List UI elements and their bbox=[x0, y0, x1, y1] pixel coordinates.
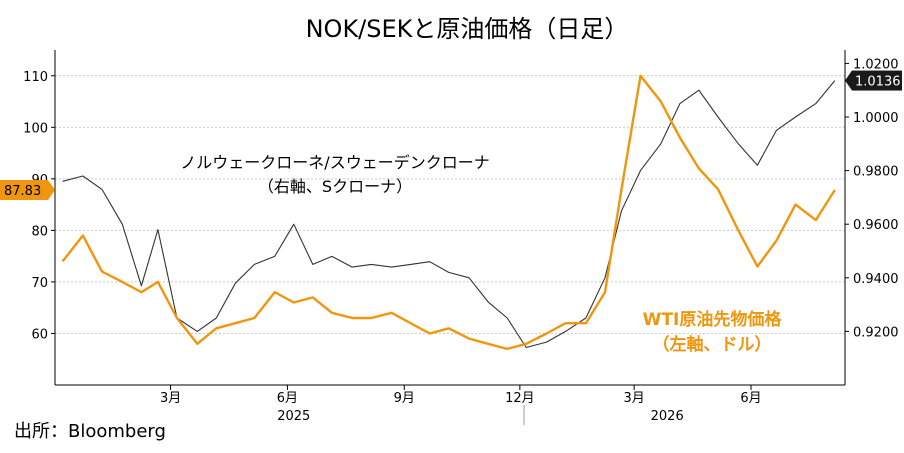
right-tick-label: 0.9600 bbox=[853, 218, 899, 233]
right-tick-label: 0.9800 bbox=[853, 165, 899, 180]
left-tick-label: 60 bbox=[31, 327, 48, 342]
year-label: 2025 bbox=[277, 409, 310, 424]
badge-value: 87.83 bbox=[4, 184, 41, 199]
badge-box bbox=[0, 180, 48, 201]
left-axis: 60708090100110 bbox=[23, 70, 55, 342]
right-tick-label: 0.9200 bbox=[853, 325, 899, 340]
badge-box bbox=[852, 70, 902, 91]
x-tick-label: 6月 bbox=[277, 391, 298, 406]
left-tick-label: 110 bbox=[23, 70, 48, 85]
x-tick-label: 9月 bbox=[394, 391, 415, 406]
series-line-1 bbox=[61, 74, 836, 351]
badge-pointer bbox=[845, 70, 852, 91]
x-axis: 3月 6月 9月 12月 3月 6月 2025 2026 bbox=[160, 385, 762, 424]
x-tick-label: 12月 bbox=[505, 391, 535, 406]
badge-pointer bbox=[48, 180, 55, 201]
year-label: 2026 bbox=[651, 409, 684, 424]
left-tick-label: 80 bbox=[31, 224, 48, 239]
left-tick-label: 100 bbox=[23, 121, 48, 136]
x-tick-label: 3月 bbox=[160, 391, 181, 406]
nok-sek-unit-label: （右軸、Sクローナ） bbox=[258, 177, 412, 196]
wti-unit-label: （左軸、ドル） bbox=[653, 334, 772, 355]
x-tick-label: 6月 bbox=[740, 391, 761, 406]
left-tick-label: 70 bbox=[31, 276, 48, 291]
wti-last-value-badge: 87.83 bbox=[0, 180, 55, 201]
series-lines bbox=[61, 74, 836, 351]
badge-value: 1.0136 bbox=[855, 75, 901, 90]
right-tick-label: 1.0000 bbox=[853, 111, 899, 126]
last-value-badges: 1.0136 87.83 bbox=[0, 70, 902, 201]
right-tick-label: 1.0200 bbox=[853, 57, 899, 72]
x-tick-label: 3月 bbox=[624, 391, 645, 406]
right-axis: 0.9200 0.9400 0.9600 0.9800 1.0000 1.0200 bbox=[845, 57, 899, 340]
series-line-0 bbox=[62, 80, 836, 349]
source-note: 出所：Bloomberg bbox=[14, 421, 166, 442]
nok-sek-series-label: ノルウェークローネ/スウェーデンクローナ bbox=[180, 153, 489, 172]
nok-sek-last-value-badge: 1.0136 bbox=[845, 70, 902, 91]
chart-title: NOK/SEKと原油価格（日足） bbox=[306, 15, 629, 43]
wti-series-label: WTI原油先物価格 bbox=[643, 309, 783, 330]
right-tick-label: 0.9400 bbox=[853, 272, 899, 287]
